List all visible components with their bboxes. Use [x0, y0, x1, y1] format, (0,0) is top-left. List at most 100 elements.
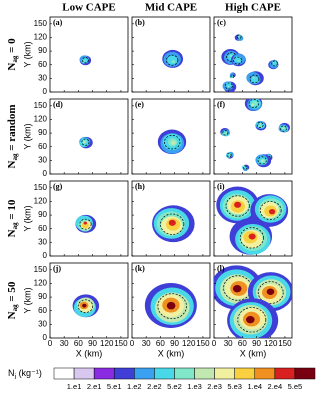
contour [256, 122, 264, 128]
contour [243, 165, 248, 170]
x-axis-label: X (km) [76, 348, 103, 358]
panel-label: (d) [53, 100, 63, 109]
y-axis-label: Y (km) [22, 123, 32, 149]
x-tick-label: 60 [74, 339, 83, 348]
column-title: Low CAPE [62, 2, 115, 14]
panel-frame [49, 98, 129, 175]
y-tick-label: 90 [38, 210, 47, 219]
field [221, 34, 279, 92]
y-tick-label: 30 [38, 155, 47, 164]
y-tick-label: 0 [43, 333, 48, 342]
contour [233, 56, 243, 65]
row-label-part: = random [6, 104, 18, 153]
field-blob [282, 127, 285, 130]
field-blob [251, 103, 254, 107]
row-label-part: = 0 [6, 38, 18, 56]
field-blob [81, 222, 89, 229]
contour [160, 213, 185, 235]
y-tick-label: 60 [38, 306, 47, 315]
field-blob [229, 153, 231, 155]
y-tick-label: 120 [34, 33, 48, 42]
colorbar-tick-label: 2.e2 [147, 382, 162, 391]
colorbar-swatch [214, 367, 235, 380]
x-tick-label: 30 [142, 339, 151, 348]
contour [164, 135, 181, 150]
x-tick-label: 0 [212, 339, 217, 348]
contour [239, 227, 264, 249]
field-blob [261, 159, 264, 162]
field-blob [252, 76, 255, 79]
colorbar-tick-label: 2.e1 [87, 382, 102, 391]
contour [77, 299, 94, 313]
field-blob [229, 54, 233, 58]
x-tick-label: 120 [100, 339, 114, 348]
field-blob [171, 140, 176, 145]
y-tick-label: 60 [38, 142, 47, 151]
field-blob [246, 315, 255, 324]
panel-label: (h) [135, 182, 145, 191]
y-tick-label: 150 [34, 19, 48, 28]
panel-label: (g) [53, 182, 63, 191]
panel-label: (c) [217, 18, 226, 27]
row-label-part: ag [11, 222, 19, 230]
field-blob [168, 219, 176, 226]
y-tick-label: 120 [34, 197, 48, 206]
colorbar-swatch [134, 367, 155, 380]
y-tick-label: 90 [38, 292, 47, 301]
field [220, 99, 290, 172]
field-blob [232, 285, 242, 293]
field-blob [226, 83, 231, 88]
contour [157, 293, 187, 320]
colorbar-tick-label: 5.e5 [288, 382, 303, 391]
colorbar-label-part: N [8, 368, 15, 378]
field-blob [259, 123, 262, 125]
colorbar-tick-label: 1.e2 [127, 382, 142, 391]
colorbar-tick-label: 1.e1 [67, 382, 82, 391]
row-label-part: N [6, 161, 18, 169]
x-tick-label: 150 [114, 339, 128, 348]
panel-label: (f) [217, 100, 225, 109]
row-label-part: ag [11, 153, 19, 161]
contour [230, 74, 235, 78]
x-tick-label: 120 [264, 339, 278, 348]
y-axis-label: Y (km) [22, 205, 32, 231]
y-tick-label: 30 [38, 237, 47, 246]
row-label-part: N [6, 229, 18, 237]
x-tick-label: 30 [60, 339, 69, 348]
colorbar-swatch [194, 367, 215, 380]
row-label-part: N [6, 311, 18, 319]
y-tick-label: 90 [38, 46, 47, 55]
contour [249, 74, 260, 84]
x-tick-label: 90 [88, 339, 97, 348]
colorbar-label: Ni (kg⁻¹) [8, 368, 42, 380]
y-axis-label: Y (km) [22, 41, 32, 67]
field [75, 214, 97, 233]
field [72, 294, 100, 318]
row-label-part: N [6, 63, 18, 71]
field-blob [225, 131, 228, 134]
field-blob [237, 35, 240, 37]
y-tick-label: 0 [43, 87, 48, 96]
colorbar-tick-label: 5.e1 [107, 382, 122, 391]
field [214, 265, 292, 338]
y-tick-label: 150 [34, 101, 48, 110]
x-tick-label: 0 [130, 339, 135, 348]
y-tick-label: 60 [38, 60, 47, 69]
contour [237, 307, 267, 333]
colorbar-swatch [73, 367, 95, 380]
colorbar-swatch [53, 367, 75, 380]
x-tick-label: 60 [156, 339, 165, 348]
panel-label: (j) [53, 264, 61, 273]
y-tick-label: 30 [38, 73, 47, 82]
y-tick-label: 0 [43, 169, 48, 178]
colorbar-swatch [254, 367, 276, 380]
x-axis-label: X (km) [158, 348, 185, 358]
field [157, 129, 187, 155]
y-tick-label: 120 [34, 115, 48, 124]
field-blob [234, 201, 242, 208]
field-blob [82, 303, 87, 308]
x-tick-label: 150 [278, 339, 292, 348]
contour [248, 99, 259, 109]
colorbar-tick-label: 1.e4 [247, 382, 262, 391]
